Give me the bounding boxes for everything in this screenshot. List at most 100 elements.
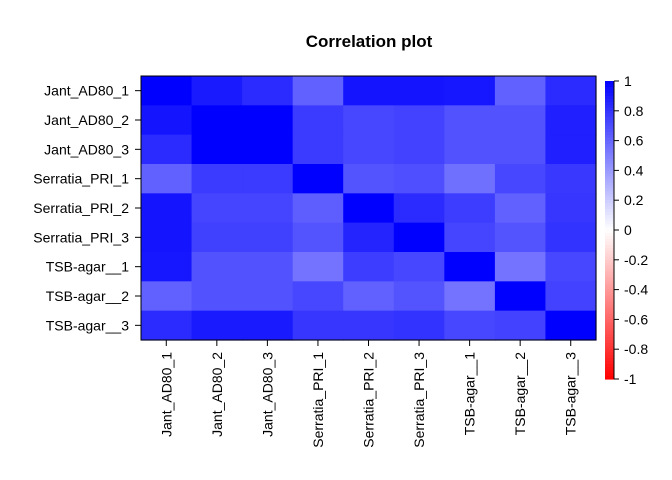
color-legend-band	[605, 262, 614, 267]
heatmap-cell	[141, 193, 193, 224]
heatmap-cell	[141, 164, 193, 194]
heatmap-cell	[393, 252, 445, 282]
heatmap-cell	[141, 222, 193, 253]
heatmap-cell	[444, 252, 496, 282]
color-legend-band	[605, 346, 614, 350]
color-legend-band	[605, 113, 614, 118]
color-legend-band	[605, 146, 614, 151]
color-legend-band	[605, 191, 614, 195]
color-legend-band	[605, 83, 614, 88]
heatmap-cell	[292, 76, 344, 106]
heatmap-cell	[191, 193, 243, 224]
heatmap-cell	[494, 252, 547, 282]
heatmap-cell	[242, 164, 294, 194]
heatmap-cell	[393, 134, 445, 165]
heatmap-cell	[444, 193, 496, 224]
heatmap-cell	[444, 164, 496, 194]
color-legend-band	[605, 206, 614, 210]
heatmap-cell	[242, 222, 294, 253]
color-legend-band	[605, 92, 614, 97]
color-legend-band	[605, 227, 614, 231]
color-legend-band	[605, 331, 614, 335]
color-legend-band	[605, 265, 614, 270]
color-legend-band	[605, 182, 614, 186]
column-label: TSB-agar__3	[563, 352, 579, 435]
heatmap-cell	[292, 281, 344, 312]
color-legend-tick-label: 1	[624, 73, 632, 89]
heatmap-cell	[292, 105, 344, 136]
heatmap-cell	[343, 76, 395, 106]
heatmap-cell	[545, 134, 597, 165]
column-label: Serratia_PRI_1	[310, 352, 326, 448]
heatmap-cell	[191, 252, 243, 282]
color-legend-band	[605, 164, 614, 169]
row-label: Serratia_PRI_3	[33, 229, 129, 245]
color-legend-tick-label: 0.6	[624, 133, 644, 149]
column-label: TSB-agar__1	[462, 352, 478, 435]
heatmap-cell	[141, 134, 193, 165]
color-legend-band	[605, 301, 614, 306]
color-legend-band	[605, 152, 614, 157]
color-legend-band	[605, 209, 614, 213]
color-legend-band	[605, 81, 614, 85]
heatmap-cell	[242, 310, 294, 341]
color-legend-band	[605, 119, 614, 124]
color-legend-band	[605, 271, 614, 276]
color-legend-band	[605, 131, 614, 136]
color-legend-band	[605, 244, 614, 249]
color-legend-band	[605, 232, 614, 237]
color-legend-band	[605, 203, 614, 207]
color-legend-band	[605, 176, 614, 180]
color-legend-band	[605, 349, 614, 353]
row-label: TSB-agar__1	[46, 259, 129, 275]
color-legend-band	[605, 253, 614, 258]
color-legend-band	[605, 86, 614, 91]
row-label: Jant_AD80_1	[44, 83, 129, 99]
color-legend-band	[605, 194, 614, 198]
color-legend-band	[605, 340, 614, 344]
heatmap-cell	[343, 134, 395, 165]
heatmap-cell	[292, 310, 344, 341]
color-legend-band	[605, 298, 614, 303]
heatmap-cell	[444, 134, 496, 165]
heatmap-cell	[393, 310, 445, 341]
color-legend-band	[605, 358, 614, 362]
heatmap-cell	[545, 105, 597, 136]
color-legend-band	[605, 158, 614, 163]
color-legend-band	[605, 355, 614, 359]
color-legend-band	[605, 370, 614, 374]
color-legend-tick-label: -0.8	[624, 341, 648, 357]
heatmap-cell	[292, 164, 344, 194]
heatmap-cell	[444, 281, 496, 312]
heatmap-cell	[292, 252, 344, 282]
color-legend-band	[605, 352, 614, 356]
color-legend-band	[605, 319, 614, 323]
color-legend-band	[605, 322, 614, 326]
column-label: Jant_AD80_1	[158, 352, 174, 437]
heatmap-cell	[292, 222, 344, 253]
color-legend-band	[605, 161, 614, 166]
heatmap-cell	[292, 193, 344, 224]
color-legend-band	[605, 95, 614, 100]
color-legend-band	[605, 215, 614, 219]
color-legend-band	[605, 316, 614, 320]
column-label: Serratia_PRI_2	[361, 352, 377, 448]
heatmap-cell	[494, 164, 547, 194]
color-legend-band	[605, 289, 614, 294]
heatmap-cell	[343, 310, 395, 341]
row-label: Serratia_PRI_2	[33, 200, 129, 216]
color-legend-band	[605, 134, 614, 139]
row-label: Jant_AD80_2	[44, 112, 129, 128]
heatmap-cell	[494, 134, 547, 165]
heatmap-cell	[494, 76, 547, 106]
color-legend-band	[605, 224, 614, 228]
column-labels: Jant_AD80_1 Jant_AD80_2 Jant_AD80_3 Serrati…	[158, 340, 579, 448]
heatmap-cell	[242, 134, 294, 165]
color-legend-band	[605, 277, 614, 282]
color-legend-band	[605, 89, 614, 94]
heatmap-cell	[343, 164, 395, 194]
heatmap-cell	[545, 310, 597, 341]
heatmap-cell	[393, 193, 445, 224]
heatmap-cell	[494, 310, 547, 341]
color-legend-band	[605, 173, 614, 177]
